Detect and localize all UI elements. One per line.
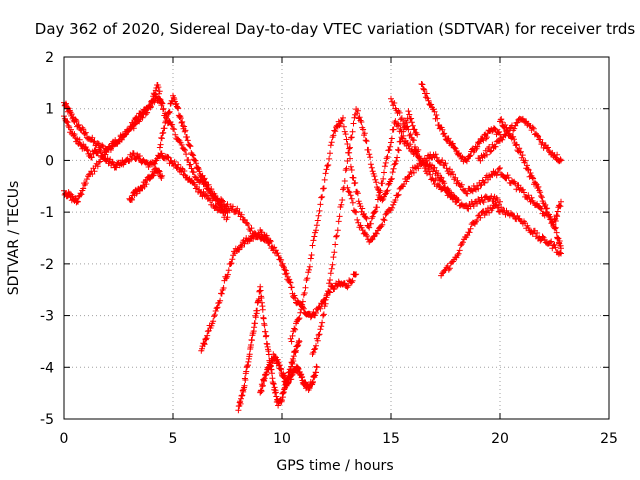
x-tick-label: 25 [600, 431, 618, 447]
y-tick-label: 2 [45, 50, 54, 66]
plus-markers [257, 351, 320, 396]
y-tick-label: -1 [40, 205, 54, 221]
plus-markers [438, 202, 564, 279]
plus-markers [497, 116, 564, 252]
x-axis-ticks: 0 5 10 15 20 25 [60, 57, 618, 447]
plot-frame [63, 56, 610, 420]
series-track-m [418, 81, 503, 165]
data-points [61, 81, 564, 414]
series-track-c [61, 93, 166, 206]
plus-markers [61, 93, 166, 206]
plus-markers [235, 283, 303, 414]
y-tick-label: -2 [40, 257, 54, 273]
series-track-b [61, 113, 231, 223]
plus-markers [126, 165, 166, 203]
y-tick-label: 0 [45, 153, 54, 169]
plus-markers [418, 81, 503, 165]
series-track-e [156, 92, 231, 216]
y-axis-ticks: -5 -4 -3 -2 -1 0 1 2 [40, 50, 609, 428]
y-tick-label: -3 [40, 309, 54, 325]
y-tick-label: -4 [40, 360, 54, 376]
plus-markers [388, 95, 503, 212]
y-axis-label: SDTVAR / TECUs [6, 181, 22, 296]
plus-markers [61, 113, 231, 223]
x-tick-label: 5 [169, 431, 178, 447]
series-track-d [126, 165, 166, 203]
chart-title: Day 362 of 2020, Sidereal Day-to-day VTE… [35, 20, 636, 38]
series-track-h [257, 351, 320, 396]
series-track-g [235, 283, 303, 414]
series-track-n [438, 202, 564, 279]
y-tick-label: 1 [45, 102, 54, 118]
plus-markers [475, 115, 564, 165]
x-axis-label: GPS time / hours [276, 458, 393, 474]
x-tick-label: 10 [273, 431, 291, 447]
plus-markers [198, 227, 272, 354]
series-track-f [198, 227, 272, 354]
grid-lines [64, 57, 609, 419]
plus-markers [156, 92, 231, 216]
plus-markers [344, 151, 564, 245]
series-track-l [388, 95, 503, 212]
series-track-o [475, 115, 564, 165]
y-tick-label: -5 [40, 412, 54, 428]
series-track-p [497, 116, 564, 252]
x-tick-label: 15 [382, 431, 400, 447]
x-tick-label: 0 [60, 431, 69, 447]
x-tick-label: 20 [491, 431, 509, 447]
series-track-k [344, 151, 564, 245]
